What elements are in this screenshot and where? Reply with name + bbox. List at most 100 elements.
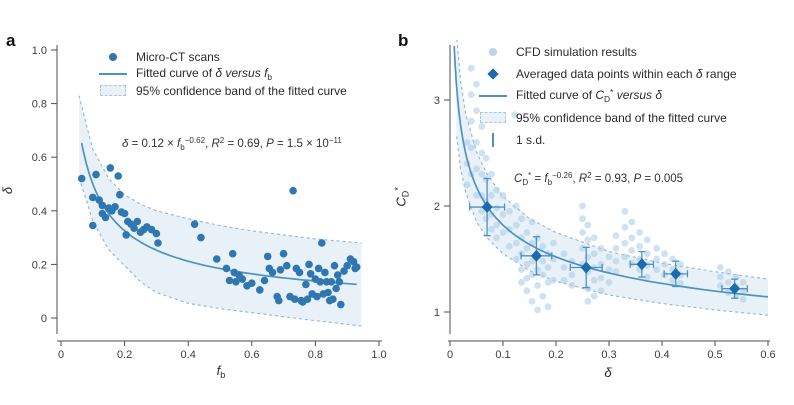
scatter-point	[316, 278, 325, 286]
cfd-point	[584, 221, 592, 229]
x-tick-label: 0.6	[760, 349, 775, 361]
panel-b-label: b	[398, 31, 409, 50]
scatter-point	[122, 231, 130, 239]
cfd-point	[605, 253, 613, 261]
scatter-point	[114, 172, 122, 180]
cfd-point	[467, 64, 475, 72]
cfd-point	[539, 292, 547, 300]
scatter-point	[116, 190, 124, 199]
cfd-point	[473, 165, 480, 173]
x-tick-label: 0.4	[654, 349, 669, 361]
cfd-point	[512, 255, 520, 263]
legend-label: 95% confidence band of the fitted curve	[516, 110, 727, 125]
panel-a-x-axis-label: fb	[216, 363, 226, 381]
scatter-point	[222, 264, 231, 273]
scatter-point	[313, 292, 321, 301]
legend-label: 95% confidence band of the fitted curve	[136, 83, 347, 98]
scatter-point	[213, 255, 221, 263]
cfd-point	[584, 236, 592, 244]
cfd-point	[643, 250, 651, 258]
cfd-point	[487, 225, 495, 233]
y-tick-label: 1.0	[32, 45, 47, 57]
cfd-point	[512, 202, 520, 210]
panel-b-legend: CFD simulation results Averaged data poin…	[476, 44, 737, 147]
cfd-point	[636, 242, 644, 250]
cfd-point	[584, 285, 592, 293]
cfd-point	[473, 139, 480, 146]
cfd-point	[653, 245, 661, 252]
averaged-point	[481, 201, 493, 214]
cfd-point	[493, 204, 500, 212]
cfd-point	[579, 245, 586, 252]
cfd-point	[512, 221, 520, 229]
cfd-point	[560, 264, 568, 271]
scatter-point	[225, 276, 234, 285]
scatter-point	[275, 296, 283, 305]
cfd-point	[487, 192, 495, 199]
cfd-point	[643, 273, 651, 281]
cfd-point	[534, 266, 541, 273]
cfd-point	[482, 176, 490, 183]
panel-a-y-axis-label: δ	[0, 186, 16, 195]
cfd-point	[506, 225, 513, 233]
cfd-point	[493, 186, 500, 194]
cfd-point	[534, 282, 541, 289]
panel-b-axes: 1 2 3 0 0.1 0.2 0.3 0.4 0.5 0.6	[434, 45, 776, 361]
cfd-point	[724, 278, 732, 286]
scatter-point	[279, 249, 288, 258]
cfd-point	[512, 239, 520, 247]
cfd-point	[523, 274, 531, 282]
band-lower-edge	[78, 178, 362, 327]
scatter-point	[89, 193, 97, 202]
scatter-point	[133, 217, 142, 226]
cfd-point	[534, 306, 541, 314]
cfd-point	[677, 280, 684, 287]
y-tick-label: 0.8	[32, 99, 47, 111]
cfd-point	[669, 276, 676, 284]
cfd-point	[716, 273, 724, 281]
scatter-point	[329, 295, 337, 304]
x-tick-label: 0.2	[117, 349, 132, 361]
cfd-point	[597, 245, 605, 252]
cfd-point	[579, 229, 586, 236]
dot-light-marker-icon	[489, 47, 497, 56]
legend-label: Fitted curve of CD* versus δ	[516, 86, 663, 105]
scatter-point	[289, 186, 297, 195]
legend-item: 95% confidence band of the fitted curve	[476, 110, 737, 125]
line-marker-icon	[479, 94, 507, 97]
cfd-point	[463, 139, 471, 146]
averaged-point	[580, 261, 592, 274]
cfd-point	[499, 192, 507, 199]
legend-item: Averaged data points within each δ range	[476, 66, 737, 81]
cfd-point	[528, 218, 536, 226]
panel-a-plot	[77, 95, 362, 327]
cfd-point	[544, 278, 552, 286]
cfd-point	[590, 276, 598, 284]
cfd-point	[643, 236, 651, 244]
cfd-point	[518, 266, 525, 273]
legend-label: Micro-CT scans	[136, 49, 220, 64]
cfd-point	[621, 239, 629, 247]
cfd-point	[621, 253, 629, 261]
scatter-point	[101, 213, 110, 222]
cfd-point	[628, 234, 636, 242]
scatter-point	[106, 164, 115, 172]
cfd-point	[661, 250, 668, 258]
panel-b-fit-equation: CD* = fb−0.26, R2 = 0.93, P = 0.005	[514, 171, 684, 187]
cfd-point	[560, 250, 568, 258]
cfd-point	[628, 259, 636, 267]
scatter-point	[190, 220, 199, 228]
scatter-point	[197, 233, 205, 242]
cfd-point	[473, 192, 480, 199]
cfd-point	[560, 276, 568, 284]
x-tick-label: 0	[447, 349, 453, 361]
legend-item: 95% confidence band of the fitted curve	[96, 83, 347, 98]
scatter-point	[276, 266, 285, 274]
cfd-point	[539, 242, 547, 250]
scatter-point	[263, 252, 272, 261]
cfd-point	[473, 80, 480, 88]
cfd-point	[584, 298, 592, 305]
legend-item: Micro-CT scans	[96, 49, 347, 64]
x-tick-label: 0.5	[707, 349, 722, 361]
